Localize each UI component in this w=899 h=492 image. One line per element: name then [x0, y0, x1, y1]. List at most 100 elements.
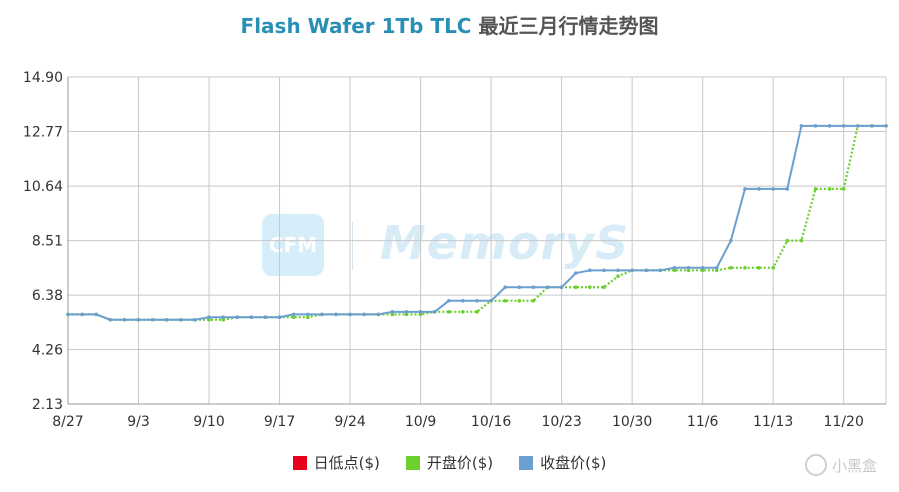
- data-point-open[interactable]: [588, 285, 592, 290]
- data-point-close[interactable]: [432, 310, 437, 314]
- data-point-close[interactable]: [813, 124, 818, 128]
- data-point-close[interactable]: [531, 285, 536, 290]
- legend-item-close[interactable]: 收盘价($): [519, 452, 606, 473]
- data-point-close[interactable]: [855, 124, 860, 128]
- data-point-open[interactable]: [390, 312, 395, 317]
- data-point-open[interactable]: [305, 315, 310, 319]
- data-point-open[interactable]: [517, 299, 522, 303]
- series-line-open: [68, 124, 886, 321]
- data-point-open[interactable]: [841, 187, 846, 191]
- data-point-open[interactable]: [503, 299, 508, 303]
- data-point-close[interactable]: [644, 268, 649, 273]
- data-point-open[interactable]: [700, 268, 705, 273]
- data-point-close[interactable]: [475, 299, 479, 303]
- data-point-close[interactable]: [334, 312, 338, 317]
- chart-title-main: Flash Wafer 1Tb TLC: [240, 14, 472, 38]
- data-point-close[interactable]: [291, 312, 296, 317]
- data-point-close[interactable]: [221, 315, 225, 319]
- data-point-close[interactable]: [827, 124, 832, 128]
- data-point-close[interactable]: [545, 285, 550, 290]
- x-tick-label: 10/9: [405, 414, 436, 430]
- data-point-open[interactable]: [757, 265, 761, 270]
- data-point-open[interactable]: [531, 299, 536, 303]
- data-point-close[interactable]: [193, 317, 197, 322]
- data-point-close[interactable]: [207, 315, 211, 319]
- data-point-close[interactable]: [559, 285, 564, 290]
- data-point-open[interactable]: [827, 187, 832, 191]
- data-point-close[interactable]: [305, 312, 310, 317]
- data-point-close[interactable]: [446, 299, 451, 303]
- data-point-open[interactable]: [672, 268, 677, 273]
- data-point-open[interactable]: [799, 238, 804, 243]
- data-point-close[interactable]: [602, 268, 606, 273]
- data-point-close[interactable]: [799, 124, 804, 128]
- data-point-open[interactable]: [461, 310, 465, 314]
- data-point-open[interactable]: [686, 268, 691, 273]
- data-point-close[interactable]: [785, 187, 790, 191]
- data-point-close[interactable]: [320, 312, 324, 317]
- data-point-close[interactable]: [870, 124, 874, 128]
- data-point-open[interactable]: [714, 268, 719, 273]
- data-point-close[interactable]: [249, 315, 254, 319]
- data-point-open[interactable]: [291, 315, 296, 319]
- data-point-close[interactable]: [66, 312, 70, 317]
- data-point-close[interactable]: [80, 312, 84, 317]
- data-point-open[interactable]: [573, 285, 578, 290]
- chart-legend: 日低点($) 开盘价($) 收盘价($): [0, 452, 899, 473]
- data-point-close[interactable]: [263, 315, 268, 319]
- data-point-open[interactable]: [616, 274, 620, 279]
- x-tick-label: 9/3: [127, 414, 150, 430]
- data-point-close[interactable]: [489, 299, 493, 303]
- data-point-close[interactable]: [771, 187, 775, 191]
- data-point-close[interactable]: [404, 310, 409, 314]
- data-point-close[interactable]: [122, 317, 127, 322]
- data-point-close[interactable]: [573, 271, 578, 275]
- data-point-close[interactable]: [729, 238, 733, 243]
- data-point-open[interactable]: [404, 312, 409, 317]
- data-point-open[interactable]: [771, 265, 775, 270]
- data-point-close[interactable]: [714, 265, 719, 270]
- data-point-close[interactable]: [517, 285, 522, 290]
- data-point-open[interactable]: [221, 317, 225, 322]
- data-point-close[interactable]: [376, 312, 381, 317]
- chart-series: [66, 124, 888, 322]
- data-point-close[interactable]: [150, 317, 155, 322]
- data-point-close[interactable]: [164, 317, 169, 322]
- data-point-open[interactable]: [446, 310, 451, 314]
- data-point-close[interactable]: [658, 268, 663, 273]
- data-point-close[interactable]: [390, 310, 395, 314]
- data-point-close[interactable]: [630, 268, 634, 273]
- data-point-close[interactable]: [277, 315, 282, 319]
- data-point-close[interactable]: [757, 187, 761, 191]
- data-point-close[interactable]: [362, 312, 366, 317]
- data-point-open[interactable]: [475, 310, 479, 314]
- data-point-close[interactable]: [700, 265, 705, 270]
- legend-item-open[interactable]: 开盘价($): [405, 452, 493, 473]
- data-point-close[interactable]: [179, 317, 183, 322]
- data-point-close[interactable]: [841, 124, 846, 128]
- data-point-open[interactable]: [785, 238, 790, 243]
- data-point-open[interactable]: [418, 312, 423, 317]
- data-point-close[interactable]: [672, 265, 677, 270]
- data-point-close[interactable]: [743, 187, 747, 191]
- data-point-close[interactable]: [348, 312, 352, 317]
- data-point-close[interactable]: [884, 124, 888, 128]
- data-point-close[interactable]: [588, 268, 592, 273]
- data-point-open[interactable]: [729, 265, 733, 270]
- data-point-close[interactable]: [503, 285, 508, 290]
- data-point-close[interactable]: [686, 265, 691, 270]
- data-point-open[interactable]: [207, 317, 211, 322]
- data-point-close[interactable]: [461, 299, 465, 303]
- data-point-close[interactable]: [108, 317, 113, 322]
- legend-item-low[interactable]: 日低点($): [292, 452, 380, 473]
- data-point-close[interactable]: [136, 317, 141, 322]
- data-point-close[interactable]: [94, 312, 99, 317]
- data-point-open[interactable]: [743, 265, 747, 270]
- data-point-close[interactable]: [418, 310, 423, 314]
- data-point-close[interactable]: [235, 315, 240, 319]
- data-point-open[interactable]: [813, 187, 818, 191]
- data-point-open[interactable]: [602, 285, 606, 290]
- x-tick-label: 10/23: [541, 414, 581, 430]
- data-point-close[interactable]: [616, 268, 620, 273]
- legend-swatch-open: [405, 455, 420, 470]
